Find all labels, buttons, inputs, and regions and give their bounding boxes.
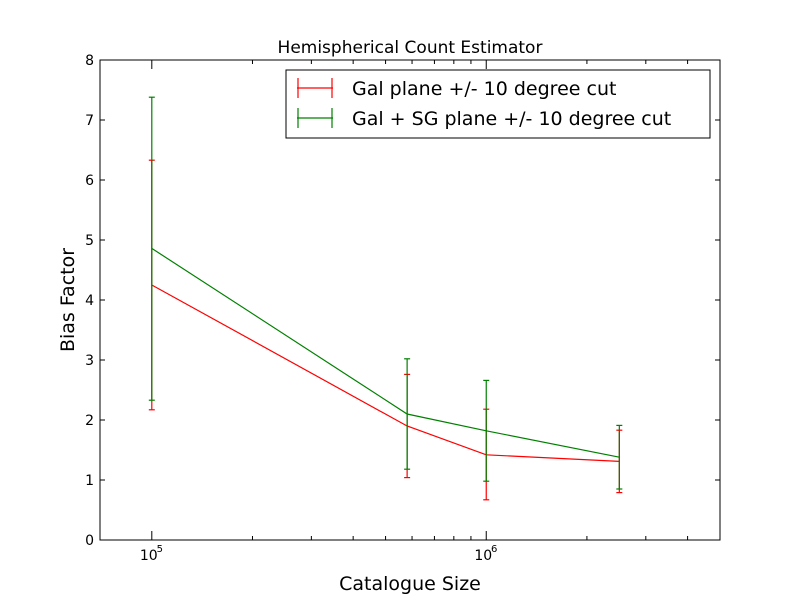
y-tick-label: 7 [85, 113, 94, 129]
series-1 [148, 159, 623, 501]
y-tick-label: 2 [85, 413, 94, 429]
y-tick-label: 1 [85, 473, 94, 489]
legend-label: Gal + SG plane +/- 10 degree cut [352, 108, 671, 130]
y-tick-label: 8 [85, 53, 94, 69]
x-tick-label-base: 10 [474, 548, 492, 564]
legend-box [285, 69, 711, 139]
y-tick-label: 3 [85, 353, 94, 369]
error-bar [616, 424, 623, 490]
y-axis-label: Bias Factor [57, 248, 79, 352]
y-tick-label: 5 [85, 233, 94, 249]
error-bar [148, 96, 155, 401]
chart-title: Hemispherical Count Estimator [278, 38, 543, 58]
y-tick-label: 4 [85, 293, 94, 309]
series-line [151, 284, 620, 462]
legend-entry: Gal plane +/- 10 degree cut [297, 78, 616, 100]
series-2 [148, 96, 623, 490]
x-axis-label: Catalogue Size [339, 573, 481, 595]
y-tick-label: 6 [85, 173, 94, 189]
legend-entry: Gal + SG plane +/- 10 degree cut [297, 108, 671, 130]
y-tick-label: 0 [85, 533, 94, 549]
legend-label: Gal plane +/- 10 degree cut [352, 78, 616, 100]
plot-frame [99, 59, 721, 541]
series-line [151, 247, 620, 458]
legend: Gal plane +/- 10 degree cut Gal + SG plan… [285, 69, 711, 139]
x-tick-label-exp: 5 [157, 544, 163, 555]
error-bar [404, 358, 411, 470]
x-tick-label-base: 10 [140, 548, 158, 564]
x-tick-label-exp: 6 [491, 544, 497, 555]
error-bar [483, 379, 490, 482]
